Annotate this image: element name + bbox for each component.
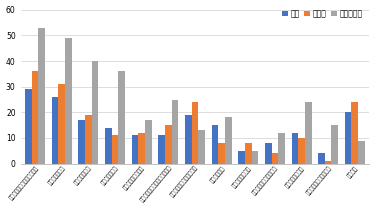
Bar bbox=[118, 71, 125, 164]
Bar bbox=[351, 102, 358, 164]
Bar bbox=[112, 135, 118, 164]
Bar bbox=[245, 143, 252, 164]
Bar bbox=[305, 102, 312, 164]
Bar bbox=[225, 117, 232, 164]
Bar bbox=[85, 115, 92, 164]
Bar bbox=[52, 97, 58, 164]
Bar bbox=[58, 84, 65, 164]
Bar bbox=[132, 135, 138, 164]
Bar bbox=[332, 125, 338, 164]
Bar bbox=[252, 151, 258, 164]
Bar bbox=[165, 125, 172, 164]
Bar bbox=[211, 125, 218, 164]
Bar bbox=[358, 140, 365, 164]
Legend: 全体, 独身期, 家族形成期: 全体, 独身期, 家族形成期 bbox=[279, 6, 366, 21]
Bar bbox=[291, 133, 298, 164]
Bar bbox=[32, 71, 39, 164]
Bar bbox=[325, 161, 332, 164]
Bar bbox=[278, 133, 285, 164]
Bar bbox=[138, 133, 145, 164]
Bar bbox=[25, 89, 32, 164]
Bar bbox=[92, 61, 98, 164]
Bar bbox=[39, 28, 45, 164]
Bar bbox=[65, 38, 72, 164]
Bar bbox=[105, 128, 112, 164]
Bar bbox=[192, 102, 198, 164]
Bar bbox=[218, 143, 225, 164]
Bar bbox=[145, 120, 152, 164]
Bar bbox=[198, 130, 205, 164]
Bar bbox=[158, 135, 165, 164]
Bar bbox=[78, 120, 85, 164]
Bar bbox=[172, 99, 178, 164]
Bar bbox=[238, 151, 245, 164]
Bar bbox=[265, 143, 272, 164]
Bar bbox=[272, 153, 278, 164]
Bar bbox=[298, 138, 305, 164]
Bar bbox=[185, 115, 192, 164]
Bar bbox=[345, 112, 351, 164]
Bar bbox=[318, 153, 325, 164]
